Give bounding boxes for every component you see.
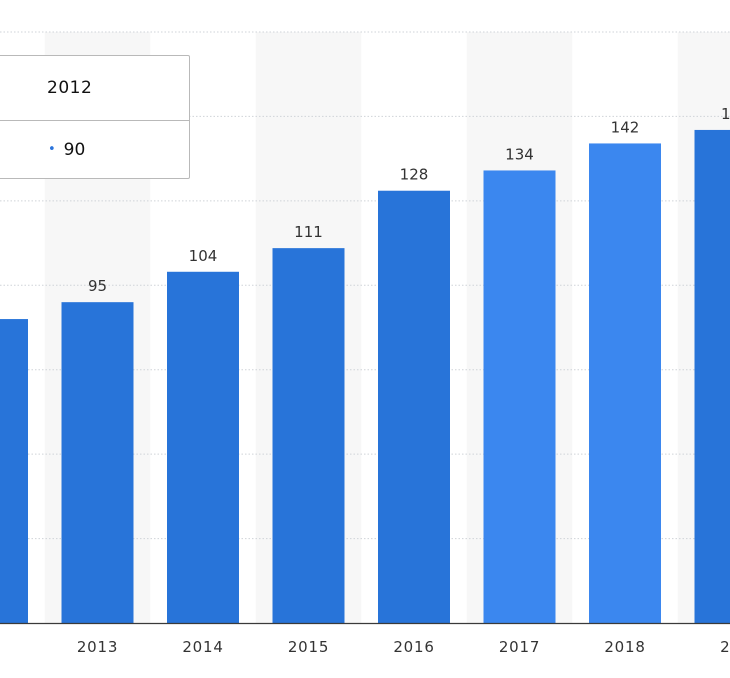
bar-2014 (167, 271, 239, 623)
tooltip-title: 2012 (47, 78, 93, 98)
bar-2012 (0, 319, 28, 623)
x-tick-2014: 2014 (182, 638, 223, 656)
value-label-2015: 111 (294, 223, 323, 241)
value-label-2018: 142 (611, 118, 640, 136)
tooltip-divider (0, 120, 189, 121)
x-tick-2015: 2015 (288, 638, 329, 656)
tooltip-value: 90 (63, 140, 86, 160)
value-label-2014: 104 (189, 247, 218, 265)
tooltip-row: • 90 (0, 121, 189, 179)
tooltip: 2012 • 90 (0, 55, 190, 179)
value-label-2019: 14 (721, 105, 730, 123)
bar-2018 (589, 143, 661, 623)
x-tick-2018: 2018 (604, 638, 645, 656)
series-bullet-icon: • (48, 142, 56, 157)
bar-2016 (378, 190, 450, 623)
x-tick-2016: 2016 (393, 638, 434, 656)
value-label-2013: 95 (88, 277, 107, 295)
x-tick-2019: 20 (720, 638, 730, 656)
x-tick-2013: 2013 (77, 638, 118, 656)
value-label-2016: 128 (400, 166, 429, 184)
bar-2017 (483, 170, 556, 623)
value-label-2017: 134 (505, 145, 534, 163)
bar-2013 (61, 302, 134, 623)
x-tick-2017: 2017 (499, 638, 540, 656)
bar-2015 (272, 248, 345, 623)
bar-2019 (694, 129, 730, 624)
